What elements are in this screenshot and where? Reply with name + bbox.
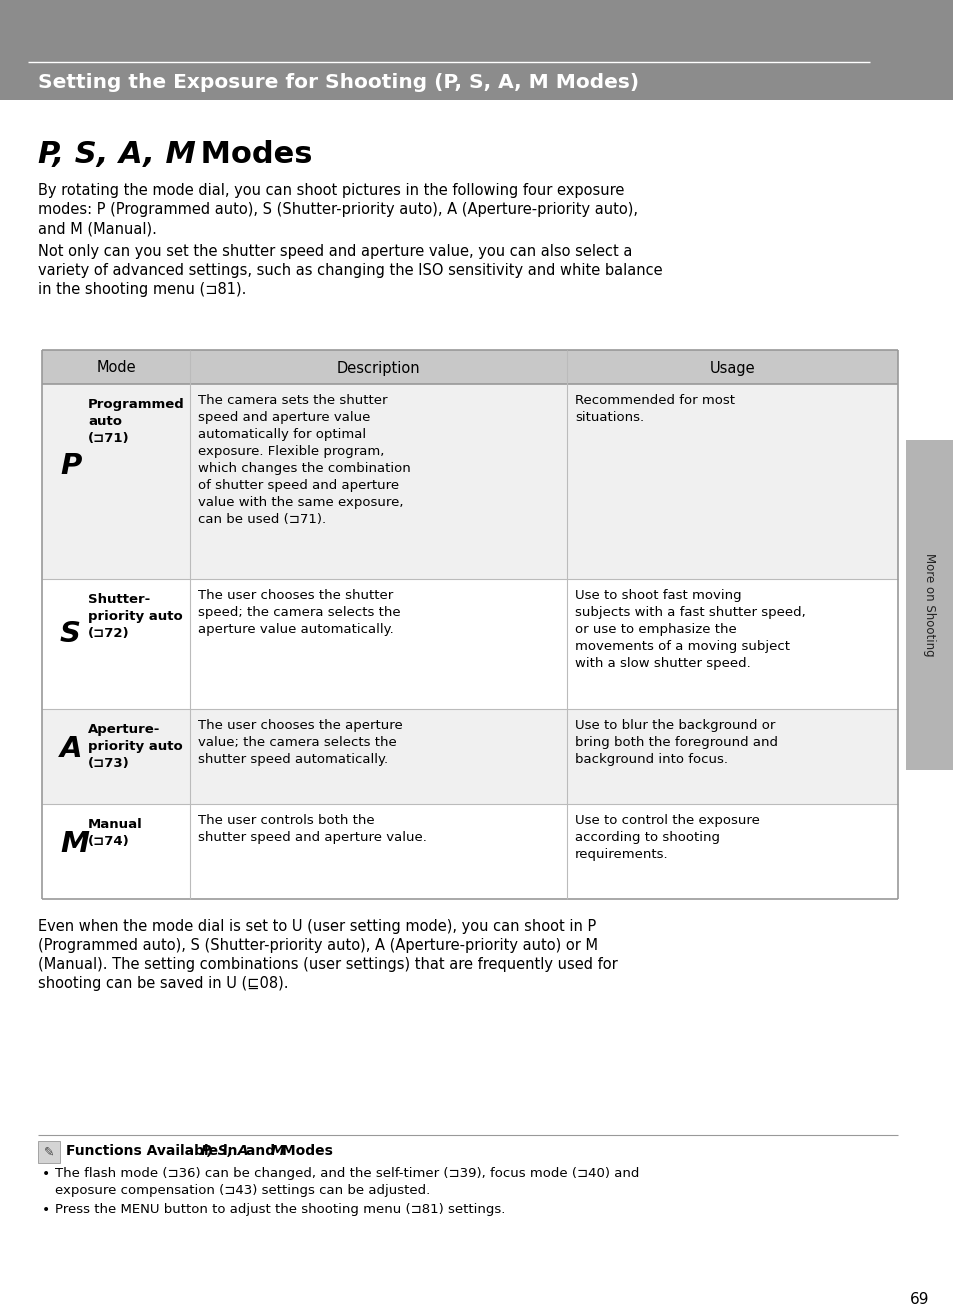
Bar (0, 0, 953, 100)
Bar (905, 440, 953, 770)
Text: (Manual). The setting combinations (user settings) that are frequently used for: (Manual). The setting combinations (user… (38, 957, 618, 972)
Text: 69: 69 (909, 1292, 928, 1307)
Text: Usage: Usage (709, 360, 755, 376)
Text: The flash mode (⊐36) can be changed, and the self-timer (⊐39), focus mode (⊐40) : The flash mode (⊐36) can be changed, and… (55, 1167, 639, 1180)
Text: Mode: Mode (96, 360, 135, 376)
Text: P, S, A, M: P, S, A, M (38, 141, 195, 170)
Text: Use to blur the background or
bring both the foreground and
background into focu: Use to blur the background or bring both… (575, 719, 778, 766)
Bar (42, 710, 897, 804)
Bar (42, 579, 897, 710)
Text: The user chooses the shutter
speed; the camera selects the
aperture value automa: The user chooses the shutter speed; the … (198, 589, 400, 636)
Text: ✎: ✎ (44, 1146, 54, 1159)
Text: Functions Available in: Functions Available in (66, 1144, 242, 1158)
Text: exposure compensation (⊐43) settings can be adjusted.: exposure compensation (⊐43) settings can… (55, 1184, 430, 1197)
Text: and ​M​ (Manual).: and ​M​ (Manual). (38, 221, 156, 237)
Text: Shutter-
priority auto
(⊐72): Shutter- priority auto (⊐72) (88, 593, 183, 640)
Text: S: S (60, 620, 81, 648)
Text: •: • (42, 1167, 51, 1181)
Text: More on Shooting: More on Shooting (923, 553, 936, 657)
Text: Aperture-
priority auto
(⊐73): Aperture- priority auto (⊐73) (88, 723, 183, 770)
Text: and: and (241, 1144, 280, 1158)
Bar (42, 350, 897, 384)
Text: P: P (60, 452, 81, 480)
Text: modes: ​P​ (Programmed auto), ​S​ (Shutter-priority auto), ​A​ (Aperture-priorit: modes: ​P​ (Programmed auto), ​S​ (Shutt… (38, 202, 638, 217)
Text: Manual
(⊐74): Manual (⊐74) (88, 819, 143, 848)
Bar (42, 384, 897, 579)
Text: Even when the mode dial is set to U (user setting mode), you can shoot in P: Even when the mode dial is set to U (use… (38, 918, 596, 934)
Text: •: • (42, 1204, 51, 1217)
Text: Use to shoot fast moving
subjects with a fast shutter speed,
or use to emphasize: Use to shoot fast moving subjects with a… (575, 589, 805, 670)
Text: Use to control the exposure
according to shooting
requirements.: Use to control the exposure according to… (575, 813, 760, 861)
Text: Description: Description (336, 360, 420, 376)
Text: Modes: Modes (190, 141, 313, 170)
Text: Modes: Modes (276, 1144, 333, 1158)
Bar (42, 804, 897, 899)
Text: Programmed
auto
(⊐71): Programmed auto (⊐71) (88, 398, 185, 445)
Text: Setting the Exposure for Shooting (P, S, A, M Modes): Setting the Exposure for Shooting (P, S,… (38, 72, 639, 92)
Text: M: M (60, 830, 89, 858)
Text: in the shooting menu (⊐81).: in the shooting menu (⊐81). (38, 283, 246, 297)
Text: The user chooses the aperture
value; the camera selects the
shutter speed automa: The user chooses the aperture value; the… (198, 719, 402, 766)
Text: By rotating the mode dial, you can shoot pictures in the following four exposure: By rotating the mode dial, you can shoot… (38, 183, 623, 198)
Text: Recommended for most
situations.: Recommended for most situations. (575, 394, 734, 424)
Text: (Programmed auto), S (Shutter-priority auto), A (Aperture-priority auto) or M: (Programmed auto), S (Shutter-priority a… (38, 938, 598, 953)
Text: The user controls both the
shutter speed and aperture value.: The user controls both the shutter speed… (198, 813, 426, 844)
Text: The camera sets the shutter
speed and aperture value
automatically for optimal
e: The camera sets the shutter speed and ap… (198, 394, 411, 526)
Text: Press the MENU button to adjust the shooting menu (⊐81) settings.: Press the MENU button to adjust the shoo… (55, 1204, 505, 1215)
Text: P, S, A: P, S, A (200, 1144, 248, 1158)
Text: M: M (271, 1144, 284, 1158)
Text: shooting can be saved in U (⊑08).: shooting can be saved in U (⊑08). (38, 976, 288, 991)
Text: variety of advanced settings, such as changing the ISO sensitivity and white bal: variety of advanced settings, such as ch… (38, 263, 662, 279)
Bar (38, 1141, 60, 1163)
Text: A: A (60, 735, 82, 763)
Text: Not only can you set the shutter speed and aperture value, you can also select a: Not only can you set the shutter speed a… (38, 244, 632, 259)
